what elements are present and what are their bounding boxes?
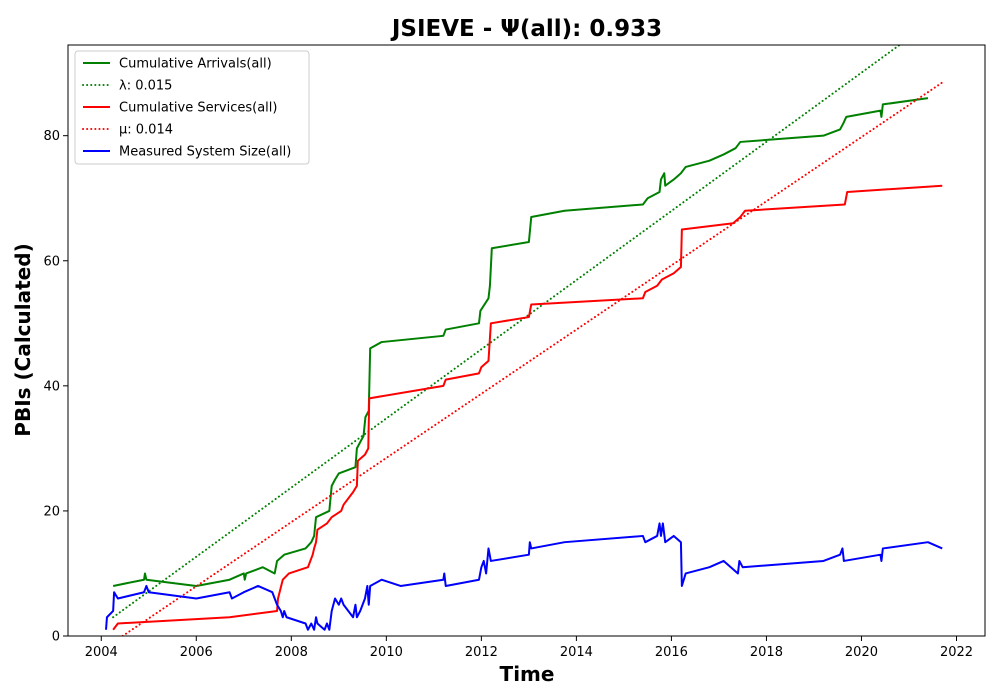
legend-label-0: Cumulative Arrivals(all)	[119, 57, 272, 72]
y-tick-label-0: 0	[52, 630, 60, 645]
x-tick-label-2018: 2018	[750, 645, 783, 660]
x-tick-label-2016: 2016	[655, 645, 688, 660]
y-tick-label-80: 80	[43, 129, 60, 144]
series-line-0	[112, 97, 929, 587]
x-tick-label-2010: 2010	[370, 645, 403, 660]
x-tick-label-2004: 2004	[85, 645, 118, 660]
legend-box	[74, 50, 310, 165]
x-tick-label-2006: 2006	[180, 645, 213, 660]
series-line-2	[112, 184, 943, 631]
legend-label-4: Measured System Size(all)	[119, 145, 291, 160]
y-axis: 0 20 40 60 80	[43, 129, 68, 645]
x-tick-label-2012: 2012	[465, 645, 498, 660]
x-tick-label-2014: 2014	[560, 645, 593, 660]
x-tick-label-2022: 2022	[940, 645, 973, 660]
legend-label-2: Cumulative Services(all)	[119, 101, 277, 116]
plot-frame	[67, 44, 986, 637]
chart-title: JSIEVE - Ψ(all): 0.933	[390, 16, 662, 42]
y-tick-label-20: 20	[43, 504, 60, 519]
y-axis-label: PBIs (Calculated)	[11, 243, 35, 436]
x-axis: 2004 2006 2008 2010 2012 2014 2016 2018 2020 2022	[85, 636, 973, 660]
series-line-3	[121, 81, 944, 636]
legend: Cumulative Arrivals(all) λ: 0.015 Cumulati…	[74, 50, 310, 165]
x-tick-label-2008: 2008	[275, 645, 308, 660]
y-tick-label-40: 40	[43, 379, 60, 394]
x-tick-label-2020: 2020	[845, 645, 878, 660]
y-tick-label-60: 60	[43, 254, 60, 269]
x-axis-label: Time	[500, 662, 555, 686]
legend-label-3: μ: 0.014	[119, 123, 173, 138]
series-layer	[105, 45, 944, 636]
plot-area	[67, 44, 986, 637]
series-line-4	[105, 522, 943, 631]
legend-label-1: λ: 0.015	[119, 79, 172, 94]
